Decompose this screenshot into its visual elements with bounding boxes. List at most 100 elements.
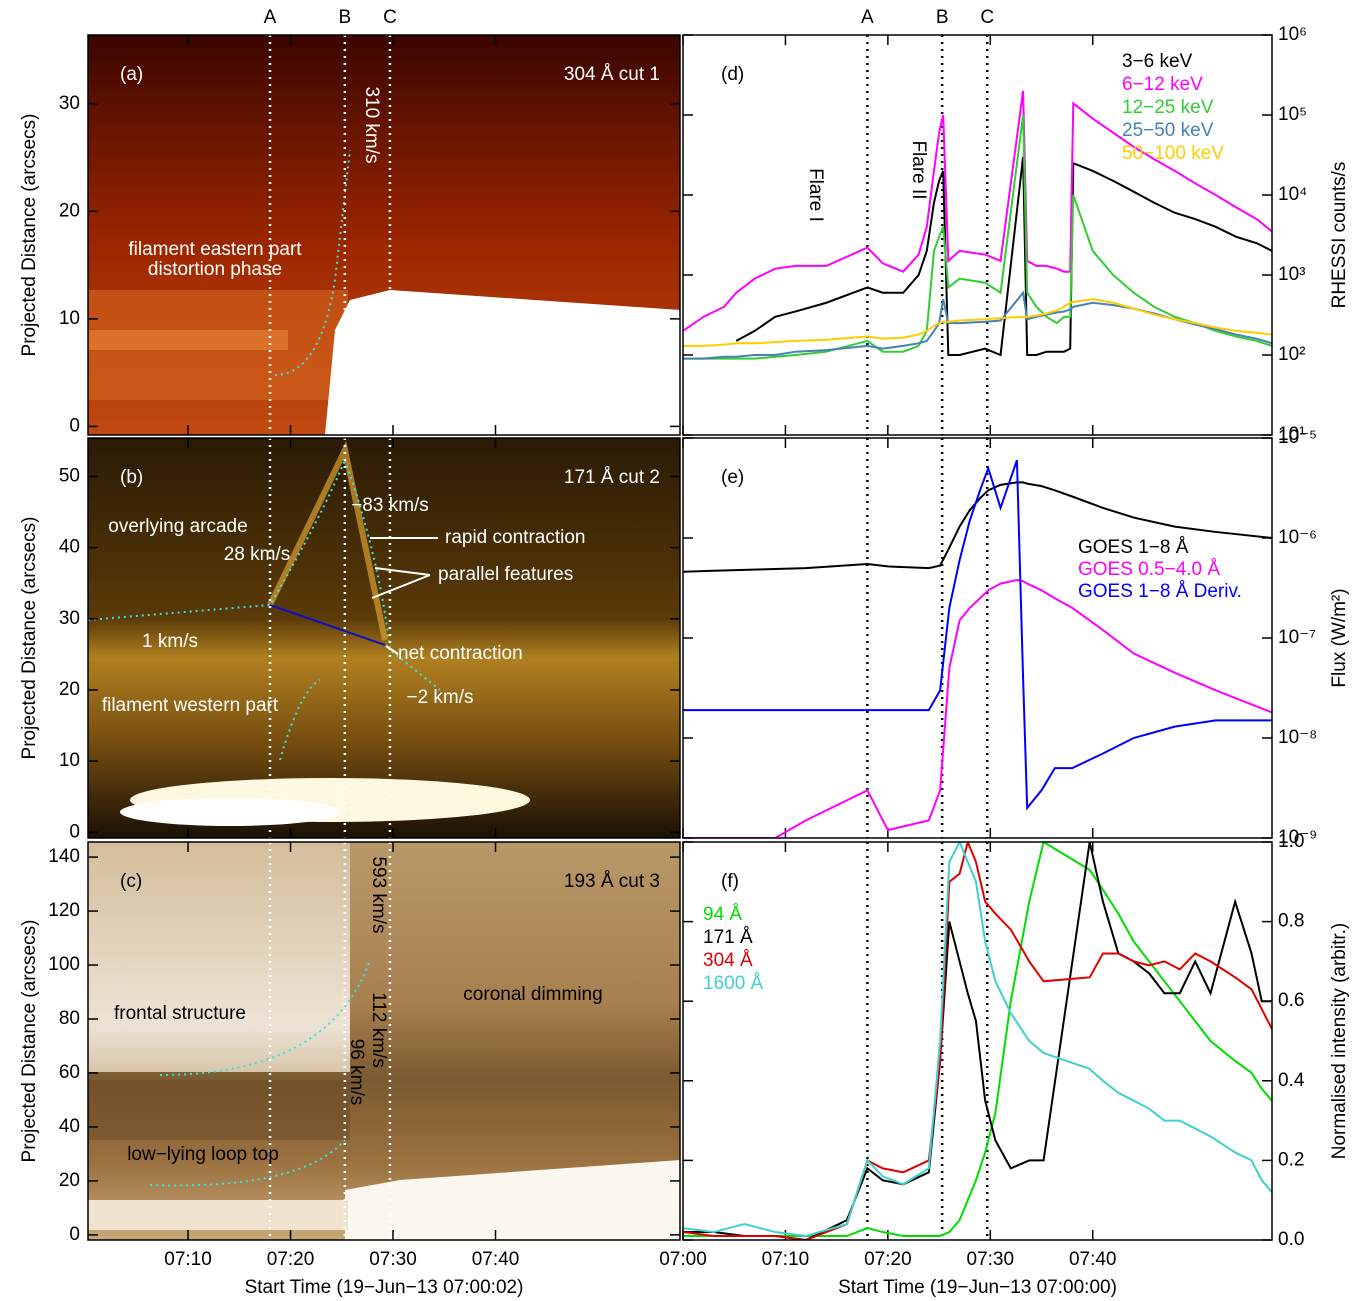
y-tick-label: 0 — [69, 821, 80, 842]
annotation: filament eastern part — [128, 239, 302, 260]
x-tick-label: 07:00 — [659, 1249, 707, 1270]
series-line — [683, 842, 1272, 1238]
y-axis-label: Projected Distance (arcsecs) — [19, 920, 40, 1163]
annotation: 593 km/s — [368, 856, 389, 933]
panel-frame — [87, 437, 681, 839]
annotation: parallel features — [438, 564, 573, 585]
annotation: 28 km/s — [224, 544, 291, 565]
x-tick-label: 07:10 — [164, 1249, 212, 1270]
event-label: B — [936, 7, 949, 28]
annotation: 112 km/s — [368, 992, 389, 1068]
series-line — [683, 90, 1272, 332]
y-axis-label: RHESSI counts/s — [1329, 162, 1350, 309]
x-tick-label: 07:30 — [967, 1249, 1015, 1270]
y-tick-label: 10³ — [1278, 264, 1305, 285]
y-tick-label: 80 — [59, 1008, 80, 1029]
panel-frame — [682, 437, 1273, 839]
event-label: C — [980, 7, 994, 28]
y-tick-label: 40 — [59, 1116, 80, 1137]
x-tick-label: 07:30 — [369, 1249, 417, 1270]
y-axis-label: Normalised intensity (arbitr.) — [1329, 923, 1350, 1160]
panel-label: (b) — [120, 467, 143, 488]
legend-entry: 3−6 keV — [1122, 51, 1193, 72]
x-tick-label: 07:40 — [472, 1249, 520, 1270]
annotation: −83 km/s — [351, 495, 429, 516]
y-tick-label: 50 — [59, 465, 80, 486]
y-tick-label: 10⁻⁷ — [1278, 627, 1316, 648]
annotation: 1 km/s — [142, 631, 198, 652]
series-line — [683, 842, 1272, 1240]
y-tick-label: 0.6 — [1278, 990, 1304, 1011]
legend-entry: 6−12 keV — [1122, 74, 1203, 95]
panel-label: (f) — [721, 871, 739, 892]
y-tick-label: 30 — [59, 608, 80, 629]
annotation: overlying arcade — [108, 516, 247, 537]
y-tick-label: 20 — [59, 679, 80, 700]
panel-frame — [682, 34, 1273, 436]
annotation: 310 km/s — [361, 86, 382, 163]
y-tick-label: 40 — [59, 537, 80, 558]
legend-entry: GOES 1−8 Å — [1078, 537, 1189, 558]
y-tick-label: 140 — [48, 846, 80, 867]
legend-entry: 1600 Å — [703, 973, 764, 994]
y-tick-label: 0.4 — [1278, 1070, 1305, 1091]
x-tick-label: 07:20 — [267, 1249, 315, 1270]
y-tick-label: 30 — [59, 93, 80, 114]
legend-entry: 50−100 keV — [1122, 143, 1224, 164]
series-line — [683, 459, 1272, 811]
legend-entry: GOES 0.5−4.0 Å — [1078, 559, 1220, 580]
panel-frame — [682, 841, 1273, 1241]
y-tick-label: 0 — [69, 415, 80, 436]
y-tick-label: 10⁻⁶ — [1278, 527, 1317, 548]
series-line — [683, 298, 1272, 347]
y-tick-label: 10⁶ — [1278, 24, 1307, 45]
y-axis-label: Projected Distance (arcsecs) — [19, 517, 40, 760]
series-line — [683, 578, 1272, 838]
y-tick-label: 10⁻⁸ — [1278, 727, 1317, 748]
x-axis-label: Start Time (19−Jun−13 07:00:00) — [838, 1277, 1117, 1298]
y-tick-label: 20 — [59, 1170, 80, 1191]
y-tick-label: 10⁻⁹ — [1278, 827, 1317, 848]
y-axis-label: Flux (W/m²) — [1329, 588, 1350, 687]
legend-entry: 171 Å — [703, 927, 753, 948]
y-tick-label: 10⁻⁵ — [1278, 427, 1317, 448]
panel-label: (d) — [721, 64, 744, 85]
series-line — [683, 114, 1272, 360]
event-label: B — [339, 7, 352, 28]
annotation: frontal structure — [114, 1003, 246, 1024]
annotation: Flare I — [805, 168, 826, 222]
annotation: filament western part — [102, 695, 279, 716]
panel-frame — [87, 841, 681, 1241]
panel-title: 304 Å cut 1 — [564, 64, 660, 85]
panel-label: (e) — [721, 467, 744, 488]
series-line — [683, 842, 1272, 1238]
y-tick-label: 0.8 — [1278, 911, 1304, 932]
y-tick-label: 10 — [59, 750, 80, 771]
y-tick-label: 0 — [69, 1224, 80, 1245]
annotation: net contraction — [398, 643, 523, 664]
x-tick-label: 07:20 — [864, 1249, 912, 1270]
annotation: coronal dimming — [463, 984, 602, 1005]
y-tick-label: 20 — [59, 200, 80, 221]
y-tick-label: 10⁵ — [1278, 104, 1307, 125]
legend-entry: 304 Å — [703, 950, 753, 971]
y-tick-label: 120 — [48, 900, 80, 921]
legend-entry: 94 Å — [703, 904, 742, 925]
legend-entry: 25−50 keV — [1122, 120, 1214, 141]
y-tick-label: 10⁴ — [1278, 184, 1307, 205]
annotation: rapid contraction — [445, 527, 585, 548]
event-label: A — [861, 7, 874, 28]
annotation: distortion phase — [148, 259, 282, 280]
event-label: C — [383, 7, 397, 28]
y-tick-label: 0.0 — [1278, 1229, 1304, 1250]
annotation: Flare II — [908, 140, 929, 199]
panel-frame — [87, 34, 681, 436]
panel-title: 193 Å cut 3 — [564, 871, 660, 892]
event-label: A — [264, 7, 277, 28]
y-tick-label: 60 — [59, 1062, 80, 1083]
annotation: 96 km/s — [346, 1039, 367, 1106]
legend-entry: GOES 1−8 Å Deriv. — [1078, 581, 1242, 602]
panel-a-image — [88, 35, 680, 435]
y-axis-label: Projected Distance (arcsecs) — [19, 114, 40, 357]
